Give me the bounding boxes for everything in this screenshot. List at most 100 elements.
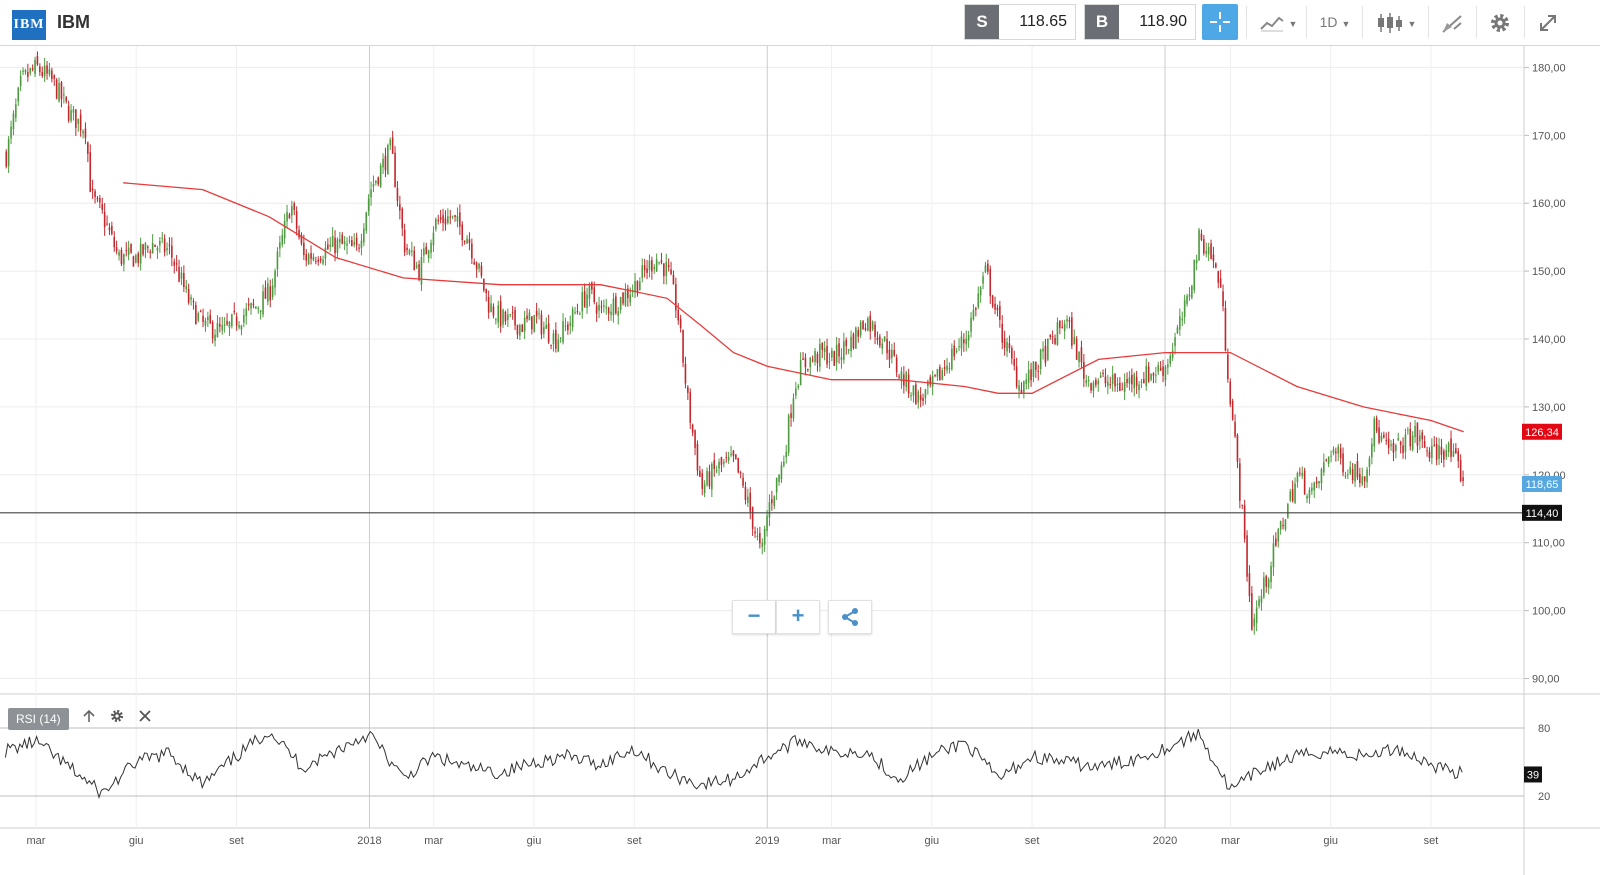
settings-button[interactable] bbox=[1482, 4, 1518, 40]
candle-body bbox=[87, 142, 89, 154]
candle-body bbox=[214, 334, 216, 341]
candle-body bbox=[120, 249, 123, 264]
candle-body bbox=[531, 316, 533, 330]
candle-body bbox=[1277, 529, 1280, 542]
candle-body bbox=[499, 301, 502, 327]
y-tick-label: 170,00 bbox=[1532, 130, 1566, 142]
sell-button[interactable]: S 118.65 bbox=[964, 4, 1076, 40]
candle-body bbox=[1272, 543, 1275, 568]
candle-body bbox=[1020, 389, 1023, 394]
candle-body bbox=[113, 237, 116, 248]
candle-body bbox=[1044, 345, 1047, 363]
candle-body bbox=[1135, 376, 1138, 386]
candle-body bbox=[893, 349, 896, 356]
candle-body bbox=[1363, 476, 1366, 482]
price-chart[interactable]: 180,00170,00160,00150,00140,00130,00120,… bbox=[0, 46, 1600, 875]
candle-body bbox=[564, 325, 567, 327]
candle-body bbox=[279, 242, 281, 249]
candle-body bbox=[1219, 278, 1222, 288]
candle-body bbox=[742, 477, 744, 486]
candle-body bbox=[720, 457, 723, 465]
candle-body bbox=[439, 217, 442, 220]
zoom-out-button[interactable]: − bbox=[732, 600, 776, 634]
candle-body bbox=[1457, 451, 1460, 461]
buy-button[interactable]: B 118.90 bbox=[1084, 4, 1196, 40]
candle-body bbox=[1164, 366, 1167, 381]
drawing-tools-button[interactable] bbox=[1434, 4, 1470, 40]
candle-body bbox=[39, 66, 41, 73]
candle-body bbox=[562, 321, 564, 343]
candle-body bbox=[1399, 441, 1402, 445]
y-tick-label: 110,00 bbox=[1532, 538, 1565, 550]
candle-body bbox=[823, 348, 826, 352]
candle-body bbox=[811, 359, 814, 361]
candle-body bbox=[735, 454, 737, 459]
rsi-close-button[interactable] bbox=[136, 708, 154, 730]
candle-body bbox=[1193, 259, 1196, 291]
candle-body bbox=[149, 251, 152, 253]
candle-body bbox=[267, 283, 269, 302]
hline-value-tag-bg bbox=[1522, 504, 1562, 521]
candle-body bbox=[288, 214, 291, 219]
candle-body bbox=[1289, 491, 1292, 501]
candle-body bbox=[360, 240, 363, 248]
rsi-label[interactable]: RSI (14) bbox=[8, 708, 69, 730]
candle-body bbox=[48, 69, 51, 75]
zoom-in-button[interactable]: + bbox=[776, 600, 820, 634]
candle-body bbox=[468, 239, 471, 244]
candle-body bbox=[619, 297, 622, 310]
candle-body bbox=[408, 250, 411, 254]
candle-body bbox=[1167, 364, 1169, 368]
candle-body bbox=[687, 387, 689, 393]
candle-body bbox=[1447, 442, 1450, 452]
candle-body bbox=[807, 368, 809, 371]
crosshair-icon bbox=[1210, 12, 1230, 32]
candle-body bbox=[711, 464, 713, 490]
candle-body bbox=[1191, 285, 1193, 298]
chart-type-button[interactable]: ▼ bbox=[1254, 4, 1302, 40]
interval-select[interactable]: 1D ▼ bbox=[1319, 14, 1351, 30]
candle-body bbox=[519, 325, 521, 336]
candle-body bbox=[804, 357, 807, 368]
rsi-settings-button[interactable] bbox=[108, 708, 126, 730]
candlestick-button[interactable]: ▼ bbox=[1370, 4, 1422, 40]
candle-body bbox=[303, 242, 305, 256]
candle-body bbox=[427, 250, 430, 259]
candle-body bbox=[1066, 319, 1068, 322]
candle-body bbox=[521, 324, 524, 332]
expand-icon bbox=[1540, 15, 1556, 32]
candle-body bbox=[166, 248, 168, 250]
candle-body bbox=[51, 70, 53, 79]
candle-body bbox=[202, 315, 204, 322]
candle-body bbox=[641, 265, 644, 278]
candle-body bbox=[1147, 366, 1150, 382]
candle-body bbox=[1243, 505, 1246, 539]
candle-body bbox=[504, 311, 507, 322]
candle-body bbox=[835, 344, 838, 363]
candle-body bbox=[1023, 381, 1025, 394]
candle-body bbox=[931, 376, 934, 387]
candle-body bbox=[96, 198, 99, 200]
candle-body bbox=[1215, 263, 1217, 268]
candle-body bbox=[773, 496, 776, 506]
candle-body bbox=[84, 128, 87, 138]
crosshair-button[interactable] bbox=[1202, 4, 1238, 40]
candle-body bbox=[1325, 459, 1328, 461]
candle-body bbox=[312, 256, 315, 261]
candle-body bbox=[1140, 381, 1143, 383]
candle-body bbox=[912, 385, 915, 396]
candle-body bbox=[334, 237, 336, 254]
rsi-move-up-button[interactable] bbox=[80, 708, 98, 730]
candle-body bbox=[555, 329, 557, 349]
candle-body bbox=[679, 318, 682, 329]
share-button[interactable] bbox=[828, 600, 872, 634]
candle-body bbox=[567, 324, 569, 331]
candle-body bbox=[406, 247, 408, 251]
candle-body bbox=[915, 384, 917, 405]
candle-body bbox=[1356, 461, 1359, 478]
candle-body bbox=[1092, 382, 1095, 391]
candle-body bbox=[787, 415, 790, 453]
candle-body bbox=[888, 349, 891, 360]
candle-body bbox=[1231, 400, 1234, 420]
fullscreen-button[interactable] bbox=[1530, 4, 1566, 40]
